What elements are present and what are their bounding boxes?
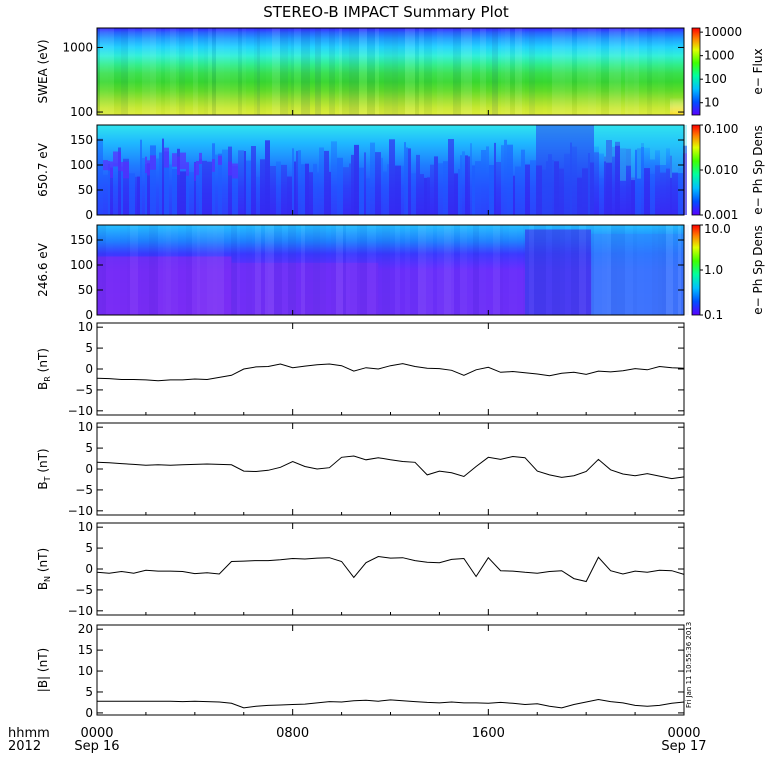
ytick-label-br: 10 <box>78 320 93 334</box>
ylabel-subscript: R <box>43 376 52 382</box>
ytick-label-bn: 0 <box>85 562 93 576</box>
chart-title: STEREO-B IMPACT Summary Plot <box>263 3 509 21</box>
ytick-label-bn: 10 <box>78 520 93 534</box>
ylabel-swea: SWEA (eV) <box>36 39 50 103</box>
ytick-label-bn: 5 <box>85 541 93 555</box>
ytick-label-br: −10 <box>68 404 93 418</box>
ylabel-main: B <box>36 382 50 390</box>
colorbar-tick-label-pad246: 10.0 <box>704 222 731 236</box>
colorbar-pad246 <box>691 224 701 316</box>
ylabel-br: BR (nT) <box>36 348 52 390</box>
ytick-label-bt: −5 <box>75 483 93 497</box>
ylabel-bt: BT (nT) <box>36 448 52 489</box>
panel-frame-swea <box>96 27 685 116</box>
panel-frame-pad246 <box>96 224 685 316</box>
corner-label-year: 2012 <box>8 739 41 754</box>
spectrogram-pad650 <box>97 125 687 215</box>
ytick-label-bt: 0 <box>85 462 93 476</box>
xtick-label-time: 0000 <box>80 726 113 741</box>
ylabel-subscript: N <box>43 576 52 582</box>
ytick-label-swea: 1000 <box>62 40 93 54</box>
series-line-bt <box>96 455 685 480</box>
ytick-label-pad650: 100 <box>70 158 93 172</box>
ylabel-unit: (nT) <box>36 448 50 476</box>
panel-frame-br <box>96 322 685 416</box>
colorbar-label-pad246: e− Ph Sp Dens <box>751 225 765 314</box>
ytick-label-br: −5 <box>75 383 93 397</box>
spectrogram-pad246 <box>97 225 684 315</box>
ytick-label-bt: 10 <box>78 420 93 434</box>
ytick-label-br: 0 <box>85 362 93 376</box>
panel-frame-bt <box>96 422 685 516</box>
xtick-label-date: Sep 17 <box>661 739 706 754</box>
ytick-label-pad246: 0 <box>85 308 93 322</box>
ylabel-unit: (nT) <box>36 548 50 576</box>
ylabel-bmag: |B| (nT) <box>36 648 50 692</box>
ylabel-main: B <box>36 582 50 590</box>
corner-label-hhmm: hhmm <box>8 726 50 741</box>
ytick-label-bmag: 0 <box>85 706 93 720</box>
xtick-label-date: Sep 16 <box>74 739 119 754</box>
ytick-label-pad246: 50 <box>78 283 93 297</box>
spectrogram-swea <box>97 28 684 115</box>
xtick-label-time: 0800 <box>276 726 309 741</box>
ytick-label-pad246: 100 <box>70 258 93 272</box>
series-line-bn <box>96 555 685 583</box>
ytick-label-bn: −5 <box>75 583 93 597</box>
ylabel-unit: (nT) <box>36 348 50 376</box>
ytick-label-bmag: 10 <box>78 664 93 678</box>
colorbar-label-swea: e− Flux <box>751 48 765 94</box>
ylabel-bn: BN (nT) <box>36 548 52 590</box>
ytick-label-bmag: 20 <box>78 622 93 636</box>
colorbar-tick-label-swea: 100 <box>704 72 727 86</box>
ytick-label-bmag: 5 <box>85 685 93 699</box>
colorbar-swea <box>691 27 701 116</box>
colorbar-tick-label-pad650: 0.010 <box>704 163 738 177</box>
ylabel-main: |B| (nT) <box>36 648 50 692</box>
ytick-label-bt: 5 <box>85 441 93 455</box>
colorbar-tick-label-pad246: 1.0 <box>704 263 723 277</box>
ytick-label-br: 5 <box>85 341 93 355</box>
ylabel-main: B <box>36 481 50 489</box>
colorbar-tick-label-pad246: 0.1 <box>704 308 723 322</box>
colorbar-label-pad650: e− Ph Sp Dens <box>751 125 765 214</box>
ytick-label-pad650: 50 <box>78 183 93 197</box>
colorbar-tick-label-swea: 10000 <box>704 25 742 39</box>
series-line-br <box>96 363 685 382</box>
panel-frame-bn <box>96 522 685 616</box>
timestamp-label: Fri Jan 11 10:55:36 2013 <box>685 622 693 708</box>
ytick-label-pad650: 150 <box>70 133 93 147</box>
colorbar-tick-label-pad650: 0.001 <box>704 208 738 222</box>
series-line-bmag <box>97 698 685 709</box>
colorbar-pad650 <box>691 124 701 216</box>
colorbar-tick-label-swea: 10 <box>704 96 719 110</box>
ytick-label-bmag: 15 <box>78 643 93 657</box>
xtick-label-time: 1600 <box>472 726 505 741</box>
ylabel-pad246: 246.6 eV <box>36 242 50 297</box>
colorbar-tick-label-swea: 1000 <box>704 49 735 63</box>
colorbar-tick-label-pad650: 0.100 <box>704 122 738 136</box>
ylabel-pad650: 650.7 eV <box>36 142 50 197</box>
ytick-label-pad246: 150 <box>70 233 93 247</box>
ylabel-subscript: T <box>43 476 52 482</box>
xtick-label-time: 0000 <box>667 726 700 741</box>
ytick-label-bt: −10 <box>68 504 93 518</box>
panel-frame-pad650 <box>96 124 685 216</box>
ytick-label-swea: 100 <box>70 105 93 119</box>
ytick-label-bn: −10 <box>68 604 93 618</box>
ytick-label-pad650: 0 <box>85 208 93 222</box>
